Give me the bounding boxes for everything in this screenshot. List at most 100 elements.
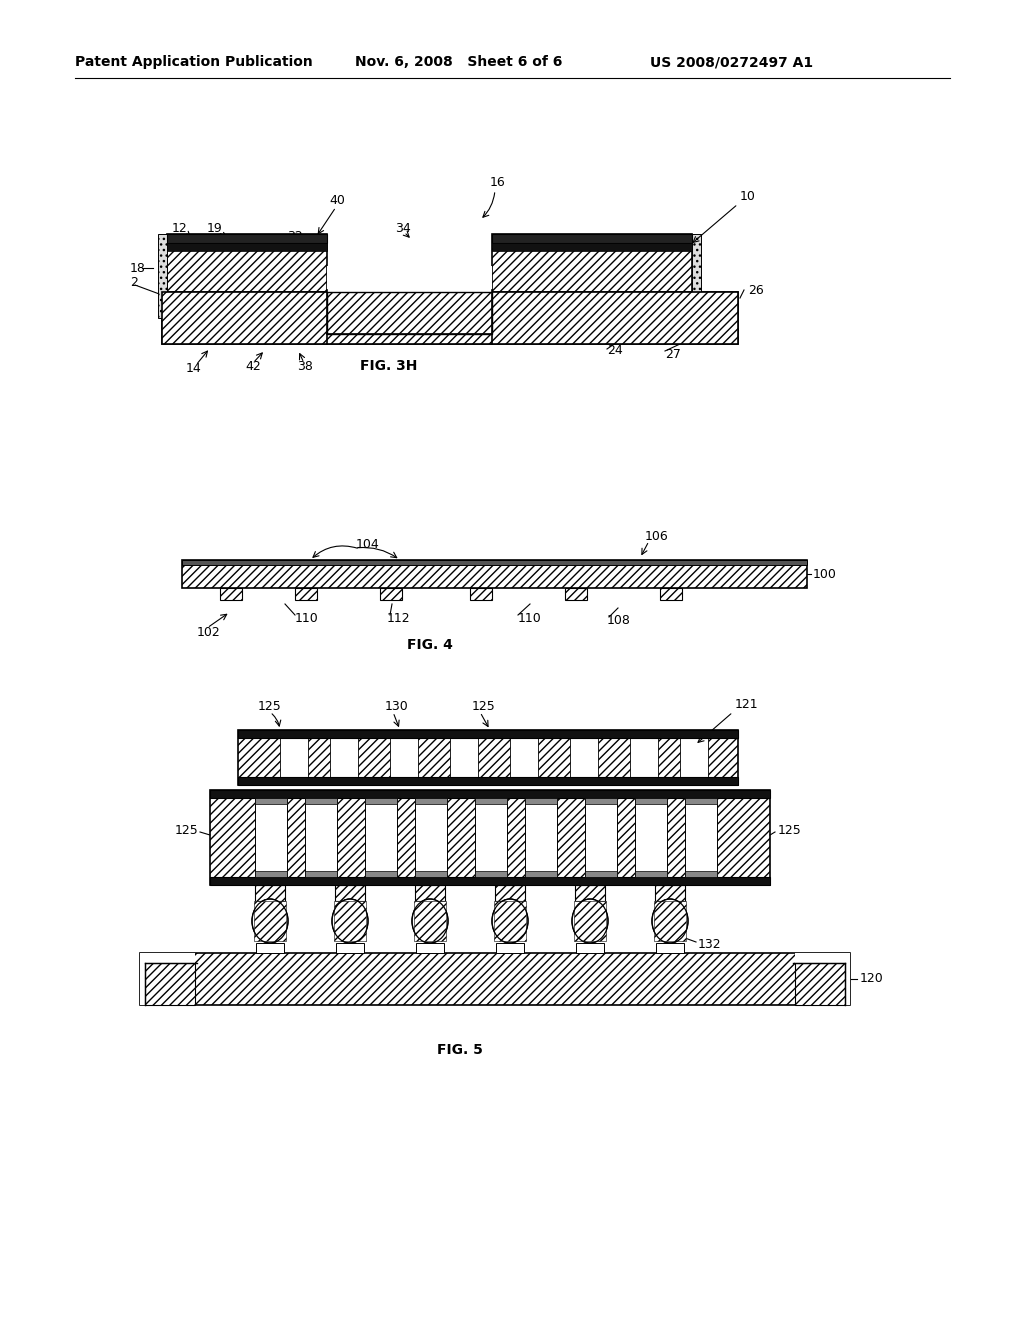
Bar bbox=[255, 799, 287, 804]
Text: 120: 120 bbox=[860, 973, 884, 986]
Bar bbox=[470, 587, 492, 601]
Ellipse shape bbox=[252, 899, 288, 942]
Text: 40: 40 bbox=[329, 194, 345, 206]
Bar bbox=[158, 234, 167, 318]
Bar bbox=[450, 738, 478, 777]
Text: Nov. 6, 2008   Sheet 6 of 6: Nov. 6, 2008 Sheet 6 of 6 bbox=[355, 55, 562, 69]
Bar bbox=[575, 884, 605, 902]
Bar bbox=[492, 234, 692, 243]
Bar bbox=[255, 884, 285, 902]
Bar bbox=[140, 953, 850, 1005]
Bar bbox=[415, 871, 447, 876]
Text: 100: 100 bbox=[813, 568, 837, 581]
Bar bbox=[660, 587, 682, 601]
Bar bbox=[654, 902, 686, 941]
Bar bbox=[570, 738, 598, 777]
Bar bbox=[655, 884, 685, 902]
Bar bbox=[335, 884, 365, 902]
Text: FIG. 5: FIG. 5 bbox=[437, 1043, 483, 1057]
Bar bbox=[365, 799, 397, 876]
Text: 102: 102 bbox=[197, 626, 221, 639]
Bar bbox=[255, 799, 287, 876]
Text: 125: 125 bbox=[472, 700, 496, 713]
Bar bbox=[635, 799, 667, 804]
Text: 125: 125 bbox=[258, 700, 282, 713]
Bar bbox=[162, 292, 738, 345]
Ellipse shape bbox=[412, 899, 449, 942]
Text: 34: 34 bbox=[395, 222, 411, 235]
Text: FIG. 4: FIG. 4 bbox=[408, 638, 453, 652]
Bar bbox=[365, 799, 397, 804]
Text: 130: 130 bbox=[385, 700, 409, 713]
Bar bbox=[305, 871, 337, 876]
Bar bbox=[334, 902, 366, 941]
Bar bbox=[256, 942, 284, 953]
Text: 110: 110 bbox=[295, 611, 318, 624]
Text: 32: 32 bbox=[287, 231, 303, 243]
Bar bbox=[415, 884, 445, 902]
Text: 125: 125 bbox=[175, 824, 199, 837]
Bar bbox=[327, 292, 492, 334]
Bar bbox=[327, 267, 492, 297]
Text: 14: 14 bbox=[186, 362, 202, 375]
Bar bbox=[475, 799, 507, 876]
Bar bbox=[492, 243, 692, 251]
Text: 110: 110 bbox=[518, 611, 542, 624]
Text: 125: 125 bbox=[778, 824, 802, 837]
Bar bbox=[167, 234, 327, 292]
Bar bbox=[145, 964, 195, 1005]
Bar bbox=[162, 292, 738, 345]
Bar bbox=[365, 871, 397, 876]
Bar bbox=[336, 942, 364, 953]
Text: 106: 106 bbox=[645, 529, 669, 543]
Bar bbox=[238, 730, 738, 738]
Text: 112: 112 bbox=[387, 611, 411, 624]
Bar bbox=[167, 243, 327, 251]
Text: 132: 132 bbox=[698, 939, 722, 952]
Bar bbox=[574, 902, 606, 941]
Bar bbox=[255, 871, 287, 876]
Bar bbox=[414, 902, 446, 941]
Bar bbox=[525, 799, 557, 876]
Bar bbox=[295, 587, 317, 601]
Bar bbox=[210, 876, 770, 884]
Text: FIG. 3H: FIG. 3H bbox=[360, 359, 418, 374]
Bar bbox=[305, 799, 337, 804]
Bar bbox=[415, 799, 447, 804]
Bar bbox=[167, 234, 327, 243]
Bar bbox=[510, 738, 538, 777]
Text: Patent Application Publication: Patent Application Publication bbox=[75, 55, 312, 69]
Text: 27: 27 bbox=[665, 347, 681, 360]
Text: 26: 26 bbox=[748, 284, 764, 297]
Bar bbox=[254, 902, 286, 941]
Bar bbox=[685, 799, 717, 876]
Bar bbox=[182, 560, 807, 565]
Bar bbox=[585, 799, 617, 876]
Bar bbox=[140, 953, 195, 1005]
Bar bbox=[280, 738, 308, 777]
Bar bbox=[495, 884, 525, 902]
Bar bbox=[635, 871, 667, 876]
Bar bbox=[496, 942, 524, 953]
Bar bbox=[585, 871, 617, 876]
Bar bbox=[220, 587, 242, 601]
Bar bbox=[475, 799, 507, 804]
Bar bbox=[685, 871, 717, 876]
Bar bbox=[565, 587, 587, 601]
Bar bbox=[415, 799, 447, 876]
Text: US 2008/0272497 A1: US 2008/0272497 A1 bbox=[650, 55, 813, 69]
Text: 19: 19 bbox=[207, 222, 223, 235]
Bar bbox=[685, 799, 717, 804]
Bar bbox=[680, 738, 708, 777]
Ellipse shape bbox=[492, 899, 528, 942]
Bar bbox=[380, 587, 402, 601]
Text: 38: 38 bbox=[297, 359, 313, 372]
Text: 108: 108 bbox=[607, 614, 631, 627]
Text: 10: 10 bbox=[740, 190, 756, 203]
Bar bbox=[525, 871, 557, 876]
Bar bbox=[210, 789, 770, 884]
Bar bbox=[795, 953, 850, 1005]
Text: 12: 12 bbox=[172, 222, 187, 235]
Text: 121: 121 bbox=[735, 698, 759, 711]
Bar bbox=[416, 942, 444, 953]
